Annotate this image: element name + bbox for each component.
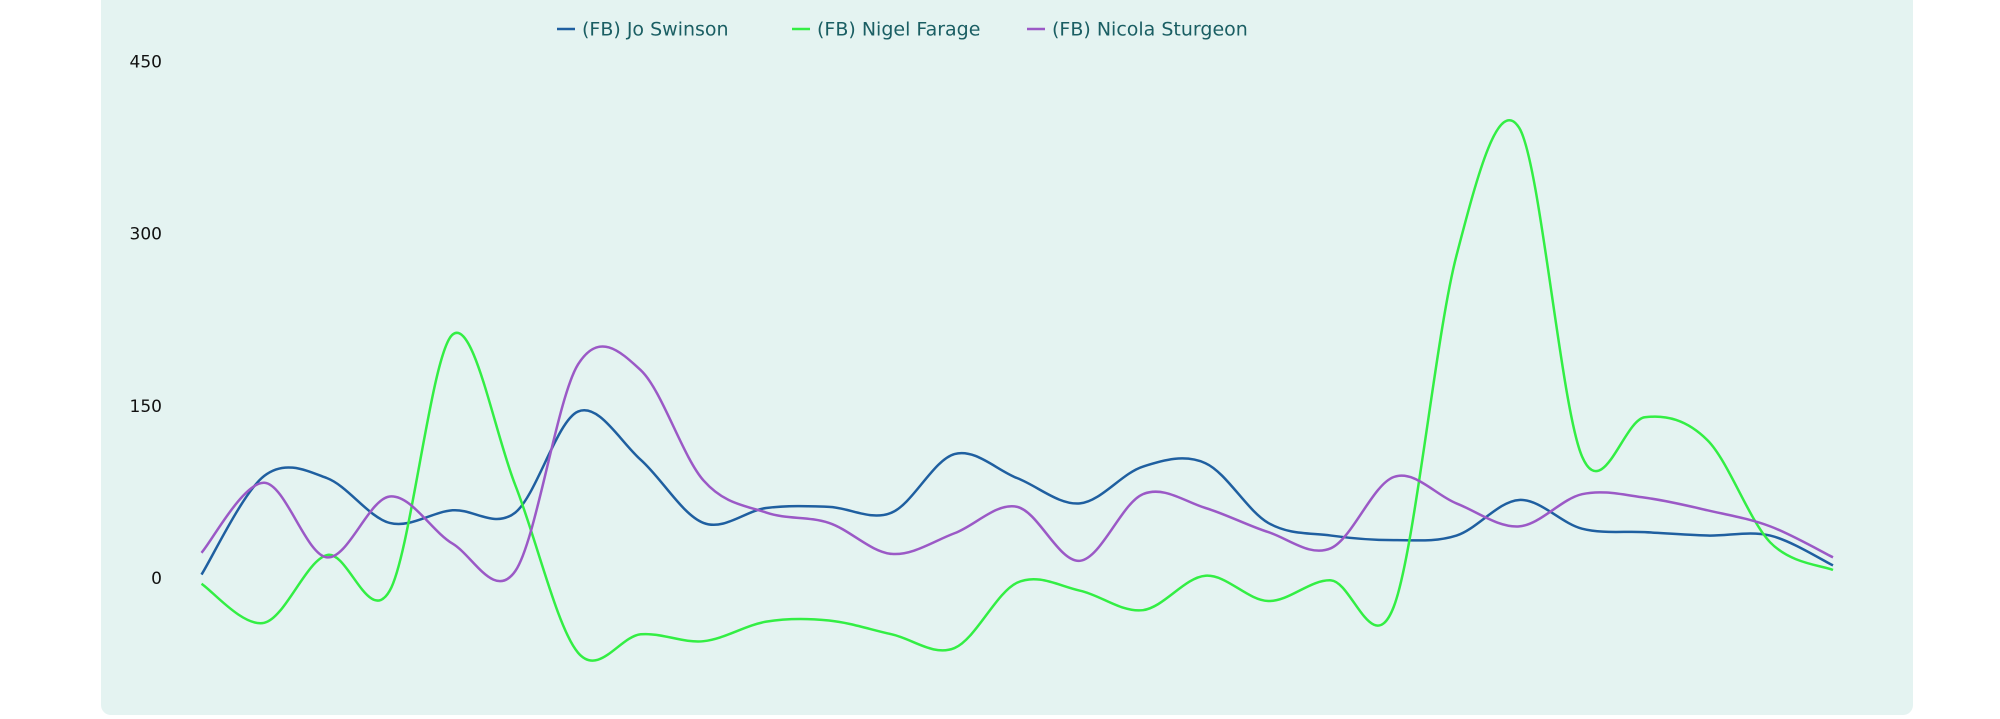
legend-label: (FB) Jo Swinson (582, 19, 729, 41)
legend-label: (FB) Nigel Farage (817, 19, 980, 41)
series-line (200, 345, 1834, 583)
legend-label: (FB) Nicola Sturgeon (1052, 19, 1248, 41)
y-tick-label: 450 (130, 53, 162, 73)
series-line (200, 409, 1834, 576)
y-tick-label: 300 (130, 225, 162, 245)
y-tick-label: 150 (130, 397, 162, 417)
plot-panel (101, 0, 1913, 715)
y-tick-label: 0 (151, 569, 162, 589)
series-line (200, 119, 1834, 662)
